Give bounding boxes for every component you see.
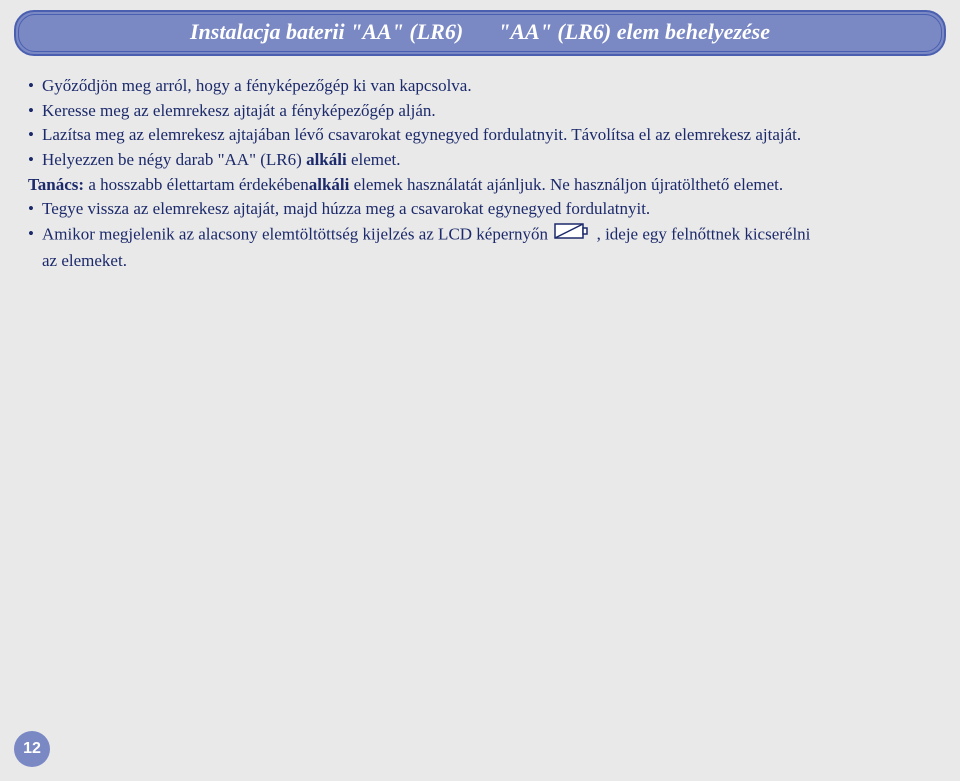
title-inner: Instalacja baterii "AA" (LR6) "AA" (LR6)… xyxy=(18,14,942,52)
page-number-badge: 12 xyxy=(14,731,50,767)
advice-text-a: a hosszabb élettartam érdekében xyxy=(84,175,309,194)
bullet-text: Lazítsa meg az elemrekesz ajtajában lévő… xyxy=(42,125,801,144)
battery-icon xyxy=(554,222,588,248)
lcd-line-wrap: az elemeket. xyxy=(28,249,932,274)
lcd-text-b: , ideje egy felnőttnek kicserélni xyxy=(597,225,811,244)
bullet-text: Tegye vissza az elemrekesz ajtaját, majd… xyxy=(42,199,650,218)
bullet-text: Győződjön meg arról, hogy a fényképezőgé… xyxy=(42,76,472,95)
bullet-item-lcd: Amikor megjelenik az alacsony elemtöltöt… xyxy=(28,222,932,250)
lcd-text-c: az elemeket. xyxy=(42,251,127,270)
bullet-text-part-b: elemet. xyxy=(347,150,401,169)
title-left: Instalacja baterii "AA" (LR6) xyxy=(190,19,463,44)
advice-line: Tanács: a hosszabb élettartam érdekébena… xyxy=(28,173,932,198)
page-number: 12 xyxy=(23,740,41,757)
content-body: Győződjön meg arról, hogy a fényképezőgé… xyxy=(0,56,960,274)
bullet-bold-word: alkáli xyxy=(306,150,347,169)
bullet-item: Tegye vissza az elemrekesz ajtaját, majd… xyxy=(28,197,932,222)
title-bar: Instalacja baterii "AA" (LR6) "AA" (LR6)… xyxy=(14,10,946,56)
bullet-item: Lazítsa meg az elemrekesz ajtajában lévő… xyxy=(28,123,932,148)
advice-text-b: elemek használatát ajánljuk. Ne használj… xyxy=(349,175,783,194)
bullet-item: Helyezzen be négy darab "AA" (LR6) alkál… xyxy=(28,148,932,173)
lcd-text-a: Amikor megjelenik az alacsony elemtöltöt… xyxy=(42,225,552,244)
bullet-text-part-a: Helyezzen be négy darab "AA" (LR6) xyxy=(42,150,306,169)
bullet-item: Keresse meg az elemrekesz ajtaját a fény… xyxy=(28,99,932,124)
manual-page: Instalacja baterii "AA" (LR6) "AA" (LR6)… xyxy=(0,10,960,781)
advice-bold-word: alkáli xyxy=(309,175,350,194)
advice-label: Tanács: xyxy=(28,175,84,194)
title-right: "AA" (LR6) elem behelyezése xyxy=(498,19,770,44)
bullet-text: Keresse meg az elemrekesz ajtaját a fény… xyxy=(42,101,436,120)
bullet-item: Győződjön meg arról, hogy a fényképezőgé… xyxy=(28,74,932,99)
